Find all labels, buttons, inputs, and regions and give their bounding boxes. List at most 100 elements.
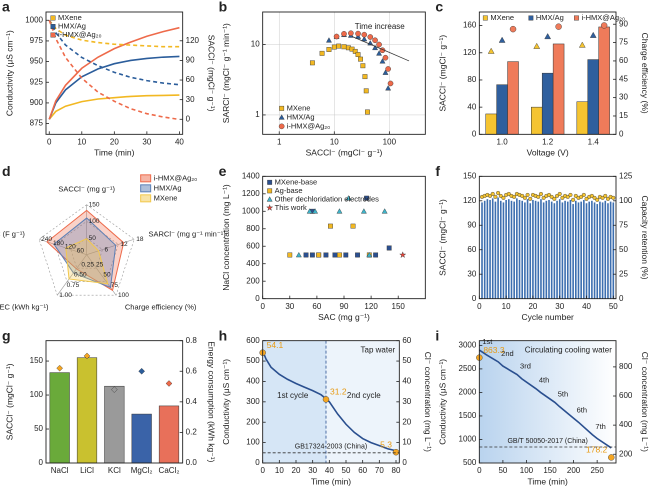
- radial-tick-label: 18: [136, 236, 144, 243]
- x-tick-label: 20: [110, 137, 119, 146]
- y2-tick-label: 50: [619, 245, 628, 254]
- bar: [558, 199, 561, 299]
- legend-label: HMX/Ag: [536, 13, 564, 22]
- point: [309, 252, 315, 258]
- point: [589, 31, 597, 38]
- y-tick-label: 0: [255, 294, 260, 303]
- point: [487, 47, 495, 54]
- panel-letter: e: [219, 163, 227, 179]
- legend-label: HMX/Ag: [287, 112, 315, 121]
- legend-label: MXene: [287, 103, 311, 112]
- point: [608, 454, 615, 461]
- x-tick-label: 30: [308, 466, 317, 475]
- bar: [49, 372, 70, 464]
- point: [367, 34, 374, 40]
- x-tick-label: 0: [477, 302, 482, 311]
- x-tick-label: 70: [375, 466, 384, 475]
- y-tick-label: 925: [30, 77, 44, 86]
- y2-tick-label: 120: [186, 36, 200, 45]
- x-tick-label: 20: [528, 302, 537, 311]
- threshold-label: GB17324-2003 (China): [295, 444, 367, 451]
- legend-label: HMX/Ag: [154, 183, 182, 192]
- point: [111, 386, 118, 393]
- point: [326, 37, 332, 43]
- point: [309, 60, 315, 66]
- point: [493, 194, 498, 199]
- point: [287, 252, 293, 258]
- legend-label: i-HMX@Ag₂₀: [58, 30, 102, 39]
- x-tick-label: 0: [47, 137, 52, 146]
- point: [358, 56, 363, 62]
- step-label: 6th: [577, 405, 587, 414]
- radar-axis-label: EC (kWh kg⁻¹): [0, 302, 49, 311]
- point: [295, 251, 302, 258]
- legend-marker: [50, 15, 56, 21]
- radar-axis-label: SACCl⁻ (mg g⁻¹): [58, 185, 115, 194]
- point: [361, 31, 368, 38]
- annotation: Tap water: [361, 346, 396, 355]
- point: [323, 252, 329, 258]
- y-tick-label: 160: [463, 21, 477, 30]
- y-tick-label: 600: [246, 336, 260, 345]
- bar: [593, 202, 596, 299]
- y-tick-label: 30: [467, 269, 476, 278]
- radar-axis-label: SC (F g⁻¹): [0, 230, 25, 239]
- bar: [524, 202, 526, 299]
- y-tick-label: 1500: [459, 411, 477, 420]
- y-tick-label: 150: [463, 171, 477, 180]
- x-tick-label: 10: [77, 137, 86, 146]
- y-axis-label: SACCl⁻ (mgCl⁻ g⁻¹): [438, 35, 448, 112]
- x-axis-label: Time (min): [311, 476, 351, 486]
- bar: [158, 405, 180, 464]
- y2-tick-label: 0: [619, 129, 624, 138]
- point: [592, 195, 597, 200]
- point: [345, 195, 352, 201]
- bar: [76, 357, 98, 464]
- point: [589, 193, 594, 198]
- plot-frame: [262, 11, 426, 135]
- point: [552, 196, 557, 201]
- y-tick-label: 2500: [459, 364, 477, 373]
- point: [361, 35, 368, 42]
- panel-letter: g: [2, 327, 11, 343]
- point: [581, 192, 586, 197]
- legend-marker: [50, 32, 56, 38]
- radial-tick-label: 120: [65, 244, 76, 251]
- y2-tick-label: 0.4: [186, 397, 198, 406]
- line: [48, 55, 180, 120]
- bar: [529, 203, 532, 299]
- legend-swatch: [140, 174, 152, 183]
- point: [360, 63, 366, 69]
- point: [600, 22, 608, 29]
- data-label: 31.2: [330, 387, 347, 397]
- cycle-shade: [326, 340, 400, 463]
- y2-tick-label: 75: [619, 38, 628, 47]
- point: [319, 50, 325, 56]
- point: [557, 191, 562, 196]
- bar: [502, 202, 505, 299]
- y2-tick-label: 125: [619, 171, 633, 180]
- bar: [576, 101, 589, 135]
- bar: [537, 201, 540, 299]
- y-axis-label: NaCl concentration (mg L⁻¹): [221, 184, 231, 291]
- bar: [486, 199, 489, 299]
- point: [533, 42, 541, 49]
- point: [138, 367, 145, 375]
- y-tick-label: 150: [30, 356, 44, 365]
- legend-label: i-HMX@Ag₂₀: [154, 173, 198, 182]
- step-label: 4th: [539, 376, 549, 385]
- radial-tick-label: 6: [105, 246, 109, 253]
- y-tick-label: 1000: [25, 15, 43, 24]
- y2-tick-label: 0: [619, 294, 624, 303]
- x-tick-label: KCl: [108, 466, 121, 475]
- point: [373, 252, 379, 258]
- point: [549, 194, 554, 199]
- y-tick-label: 0: [255, 458, 260, 467]
- point: [381, 208, 388, 214]
- bar: [588, 201, 591, 299]
- point: [360, 208, 367, 214]
- y2-tick-label: 0.8: [186, 336, 198, 345]
- legend-label: i-HMX@Ag₂₀: [287, 121, 331, 130]
- point: [555, 193, 560, 198]
- y2-axis-label: Charge efficiency (%): [640, 33, 650, 114]
